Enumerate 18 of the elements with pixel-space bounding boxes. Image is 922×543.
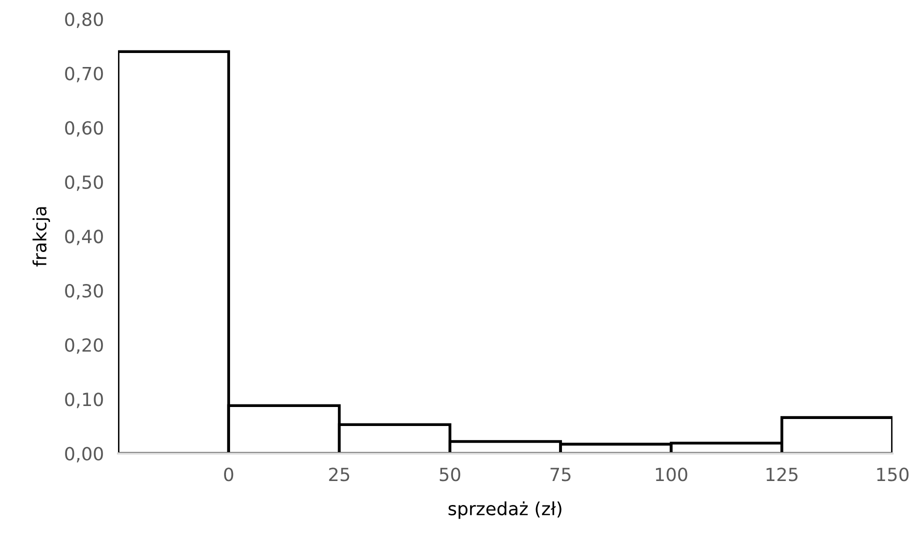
x-tick-label: 150: [877, 468, 909, 482]
x-tick-label: 50: [440, 468, 460, 482]
y-tick-label: 0,00: [65, 446, 103, 462]
x-tick-label: 0: [224, 468, 234, 482]
y-tick-label: 0,70: [65, 66, 103, 82]
x-tick-label: 75: [550, 468, 570, 482]
y-tick-label: 0,80: [65, 12, 103, 28]
x-tick-label: 125: [766, 468, 798, 482]
y-tick-label: 0,60: [65, 121, 103, 137]
y-axis-title: frakcja: [32, 207, 50, 266]
y-tick-label: 0,50: [65, 175, 103, 191]
x-tick-label: 100: [656, 468, 688, 482]
x-axis-title: sprzedaż (zł): [448, 501, 562, 519]
x-tick-label: 25: [329, 468, 350, 482]
y-tick-label: 0,10: [65, 392, 103, 408]
y-tick-label: 0,40: [65, 230, 103, 246]
y-tick-label: 0,20: [65, 338, 103, 354]
y-tick-label: 0,30: [65, 284, 103, 300]
